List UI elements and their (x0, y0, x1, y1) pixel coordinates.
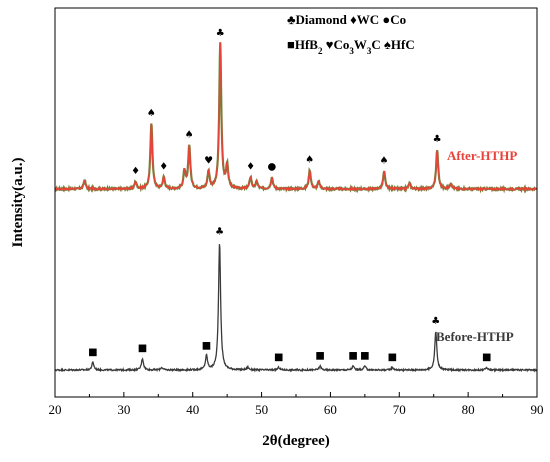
peak-marker: ♦ (131, 166, 140, 177)
peak-marker: ■ (315, 351, 324, 362)
peak-marker: ♠ (380, 156, 389, 167)
peak-marker: ■ (482, 352, 491, 363)
peak-marker: ■ (360, 351, 369, 362)
peak-marker: ♣ (433, 134, 442, 145)
x-tick-label: 50 (255, 402, 268, 417)
peak-marker: ● (268, 162, 277, 173)
x-tick-label: 60 (324, 402, 337, 417)
peak-marker: ♦ (246, 162, 255, 173)
peak-marker: ♣ (215, 226, 224, 237)
peak-marker: ♠ (185, 130, 194, 141)
x-tick-label: 80 (462, 402, 475, 417)
series-label-0: After-HTHP (447, 148, 517, 163)
peak-marker: ♠ (305, 154, 314, 165)
x-tick-label: 70 (393, 402, 406, 417)
peak-marker: ♣ (431, 316, 440, 327)
peak-marker: ♣ (216, 28, 225, 39)
peak-marker: ■ (138, 343, 147, 354)
series-line-0 (54, 42, 538, 193)
peak-marker: ■ (388, 352, 397, 363)
peak-marker: ■ (202, 340, 211, 351)
series-underline-0 (54, 42, 538, 194)
x-tick-label: 90 (531, 402, 544, 417)
series-line-1 (54, 244, 537, 373)
x-tick-label: 20 (49, 402, 62, 417)
peak-marker: ♠ (147, 108, 156, 119)
x-axis-title: 2θ(degree) (262, 433, 330, 449)
series-label-1: Before-HTHP (436, 329, 514, 344)
legend-row-0: ♣Diamond ♦WC ●Co (287, 12, 406, 27)
legend-row-1: ■HfB2 ♥Co3W3C ♠HfC (287, 37, 415, 56)
peak-marker: ■ (348, 351, 357, 362)
peak-marker: ♦ (159, 162, 168, 173)
x-tick-label: 40 (186, 402, 199, 417)
x-tick-label: 30 (117, 402, 130, 417)
y-axis-title: Intensity(a.u.) (10, 157, 26, 247)
peak-marker: ♥ (204, 156, 213, 167)
peak-marker: ■ (274, 352, 283, 363)
peak-marker: ■ (88, 347, 97, 358)
